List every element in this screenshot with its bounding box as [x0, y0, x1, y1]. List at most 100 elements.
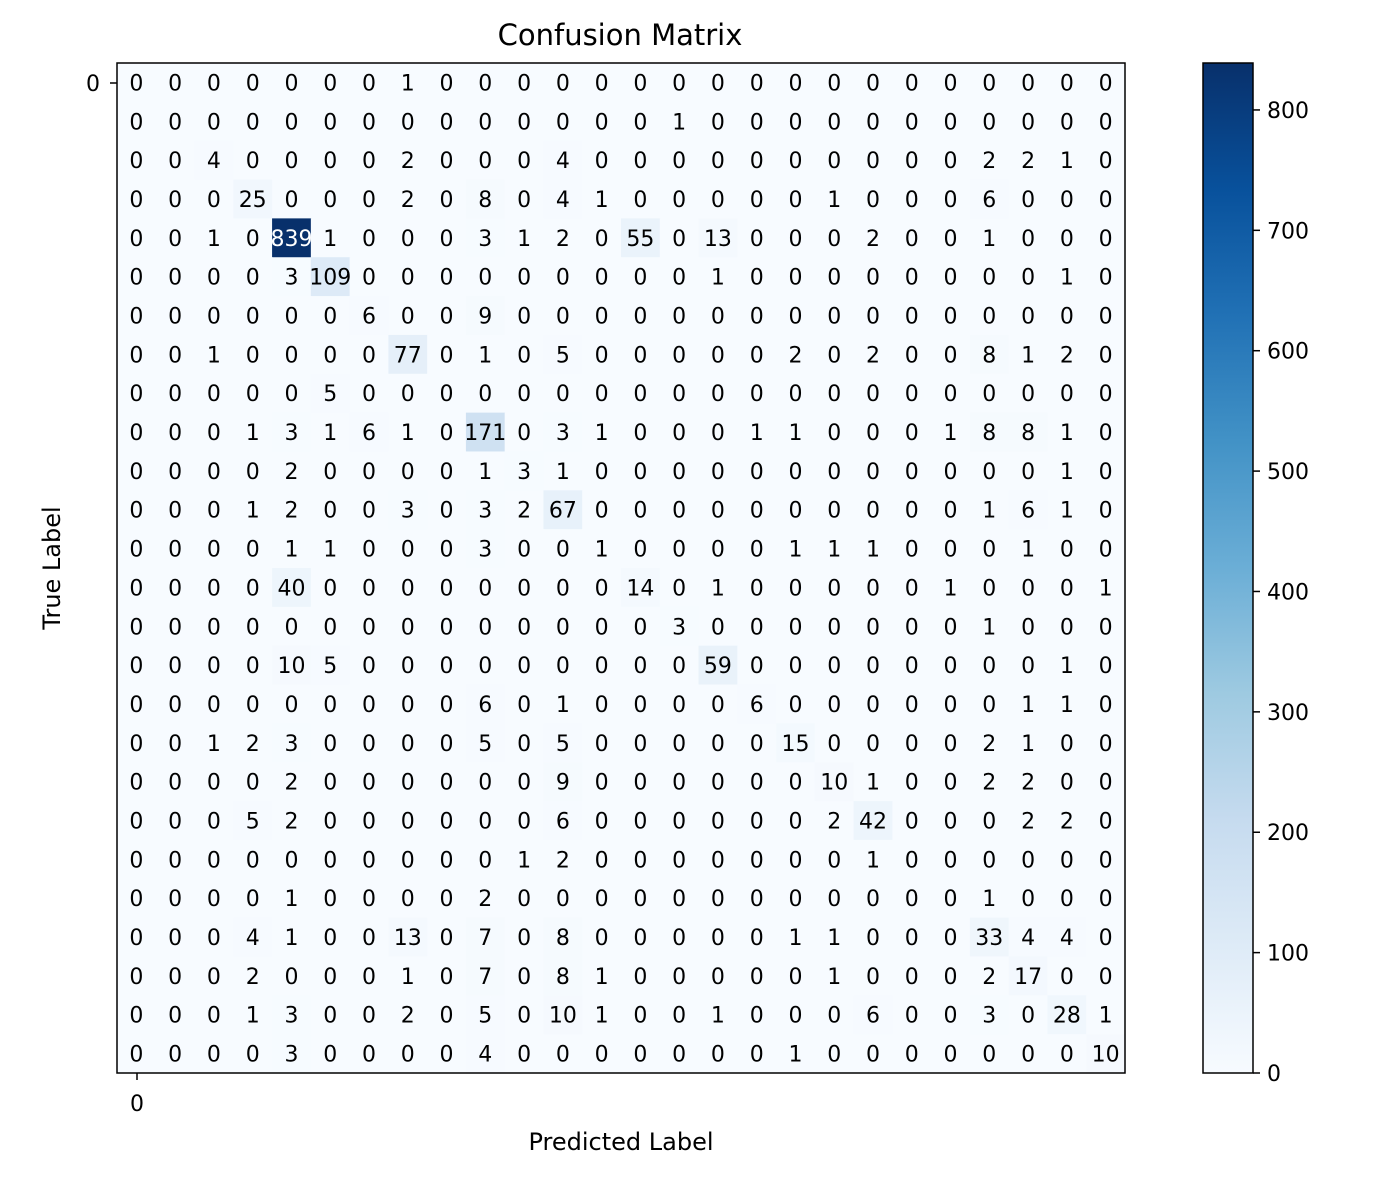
cell-value-label: 4	[246, 926, 260, 951]
cell-value-label: 0	[207, 460, 221, 485]
heatmap-cell	[853, 257, 893, 297]
heatmap-cell	[349, 296, 389, 336]
cell-value-label: 0	[827, 848, 841, 873]
cell-value-label: 0	[750, 227, 764, 252]
cell-value-label: 3	[284, 421, 298, 446]
heatmap-cell	[621, 568, 661, 608]
heatmap-cell	[698, 451, 738, 491]
heatmap-cell	[388, 451, 428, 491]
cell-value-label: 0	[556, 382, 570, 407]
cell-value-label: 0	[323, 110, 337, 135]
heatmap-cell	[349, 451, 389, 491]
heatmap-cell	[272, 645, 312, 686]
heatmap-cell	[194, 179, 234, 219]
heatmap-cell	[233, 373, 273, 414]
cell-value-label: 1	[866, 848, 880, 873]
cell-value-label: 0	[207, 848, 221, 873]
heatmap-cell	[621, 218, 661, 258]
heatmap-cell	[349, 839, 389, 880]
cell-value-label: 0	[129, 343, 143, 368]
heatmap-cell	[465, 490, 506, 530]
cell-value-label: 0	[1060, 188, 1074, 213]
heatmap-cell	[737, 451, 777, 491]
cell-value-label: 1	[323, 227, 337, 252]
heatmap-cell	[1047, 373, 1087, 414]
heatmap-cell	[582, 762, 622, 802]
heatmap-cell	[776, 490, 816, 530]
cell-value-label: 0	[1099, 887, 1113, 912]
cell-value-label: 7	[478, 926, 492, 951]
cell-value-label: 14	[626, 576, 654, 601]
heatmap-cell	[543, 218, 583, 258]
cell-value-label: 1	[284, 887, 298, 912]
heatmap-cell	[543, 140, 583, 181]
cell-value-label: 0	[711, 460, 725, 485]
cell-value-label: 6	[556, 810, 570, 835]
cell-value-label: 1	[246, 499, 260, 524]
cell-value-label: 0	[595, 343, 609, 368]
cell-value-label: 0	[168, 460, 182, 485]
heatmap-cell	[698, 1034, 738, 1074]
cell-value-label: 0	[905, 1004, 919, 1029]
heatmap-cell	[621, 917, 661, 958]
heatmap-cell	[155, 1034, 196, 1074]
cell-value-label: 0	[1021, 1043, 1035, 1068]
heatmap-cell	[931, 179, 971, 219]
heatmap-cell	[465, 568, 506, 608]
cell-value-label: 3	[672, 615, 686, 640]
heatmap-cell	[272, 218, 312, 258]
heatmap-cell	[582, 645, 622, 686]
cell-value-label: 0	[944, 1043, 958, 1068]
cell-value-label: 0	[1099, 926, 1113, 951]
cell-value-label: 7	[478, 965, 492, 990]
heatmap-cell	[969, 179, 1010, 219]
cell-value-label: 0	[168, 538, 182, 563]
heatmap-cell	[427, 529, 467, 569]
heatmap-cell	[659, 723, 700, 763]
heatmap-cell	[969, 1034, 1010, 1074]
heatmap-cell	[272, 63, 312, 103]
heatmap-cell	[543, 568, 583, 608]
cell-value-label: 0	[1099, 421, 1113, 446]
heatmap-cell	[737, 257, 777, 297]
heatmap-cell	[621, 995, 661, 1035]
cell-value-label: 0	[129, 848, 143, 873]
heatmap-cell	[233, 257, 273, 297]
cell-value-label: 1	[207, 343, 221, 368]
cell-value-label: 0	[517, 110, 531, 135]
heatmap-cell	[1008, 334, 1049, 375]
heatmap-cell	[814, 995, 855, 1035]
heatmap-cell	[155, 606, 196, 647]
heatmap-cell	[814, 723, 855, 763]
colorbar	[1202, 62, 1254, 1074]
heatmap-cell	[388, 723, 428, 763]
cell-value-label: 2	[284, 771, 298, 796]
colorbar-tick-label: 700	[1267, 219, 1309, 244]
cell-value-label: 0	[595, 460, 609, 485]
heatmap-cell	[969, 101, 1010, 142]
cell-value-label: 3	[284, 266, 298, 291]
cell-value-label: 0	[711, 343, 725, 368]
cell-value-label: 0	[633, 887, 647, 912]
heatmap-cell	[582, 606, 622, 647]
heatmap-cell	[931, 684, 971, 724]
heatmap-cell	[155, 956, 196, 996]
cell-value-label: 4	[1021, 926, 1035, 951]
heatmap-cell	[931, 801, 971, 841]
cell-value-label: 1	[711, 576, 725, 601]
cell-value-label: 0	[246, 538, 260, 563]
heatmap-cell	[659, 878, 700, 919]
heatmap-cell	[853, 1034, 893, 1074]
heatmap-cell	[892, 878, 932, 919]
cell-value-label: 0	[284, 848, 298, 873]
cell-value-label: 0	[1099, 615, 1113, 640]
heatmap-cell	[504, 179, 545, 219]
cell-value-label: 0	[750, 887, 764, 912]
cell-value-label: 1	[827, 188, 841, 213]
cell-value-label: 0	[827, 305, 841, 330]
cell-value-label: 0	[440, 887, 454, 912]
heatmap-cell	[931, 995, 971, 1035]
heatmap-cell	[659, 451, 700, 491]
heatmap-cell	[737, 762, 777, 802]
heatmap-cell	[504, 451, 545, 491]
